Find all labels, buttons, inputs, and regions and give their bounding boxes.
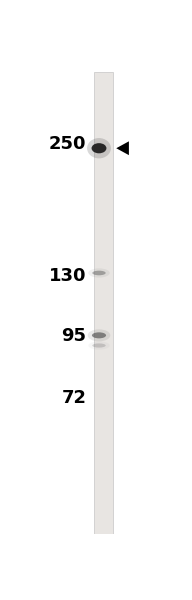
Ellipse shape (92, 271, 106, 275)
Ellipse shape (92, 343, 106, 347)
Text: 72: 72 (61, 389, 86, 407)
Bar (94, 72, 113, 534)
Text: 130: 130 (49, 267, 86, 285)
Text: 95: 95 (61, 327, 86, 345)
Ellipse shape (87, 138, 111, 158)
Ellipse shape (88, 268, 110, 278)
Ellipse shape (92, 332, 106, 338)
Ellipse shape (92, 143, 106, 154)
Ellipse shape (88, 329, 110, 341)
Text: 250: 250 (49, 134, 86, 152)
Ellipse shape (88, 341, 110, 350)
Polygon shape (116, 142, 129, 155)
